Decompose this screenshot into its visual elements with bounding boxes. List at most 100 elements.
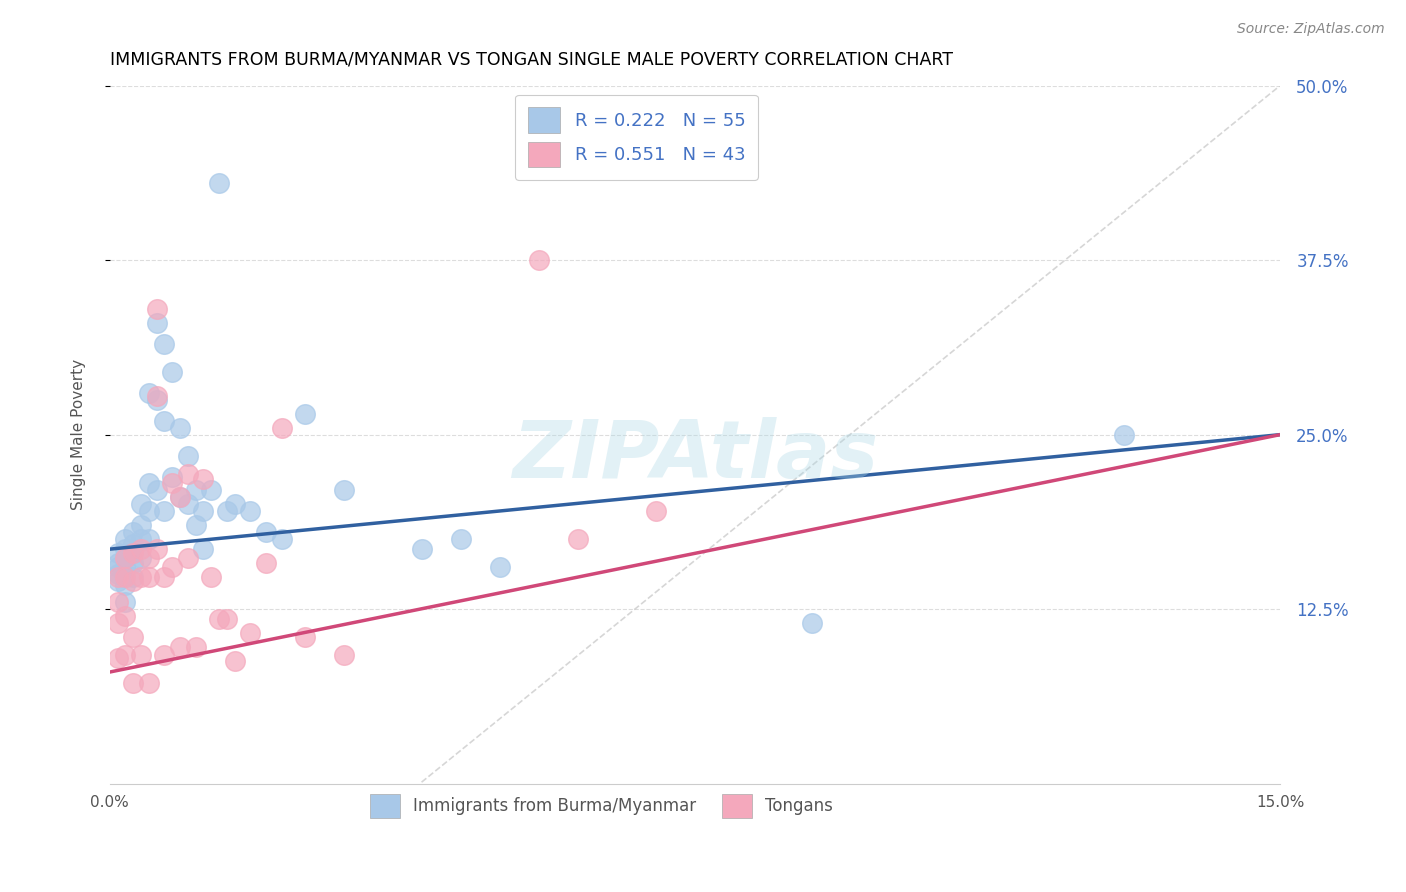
Point [107, 595, 129, 609]
Point [114, 542, 136, 557]
Point [114, 560, 136, 574]
Point [129, 542, 152, 557]
Point [107, 616, 129, 631]
Point [162, 560, 184, 574]
Point [162, 469, 184, 483]
Point [122, 546, 145, 560]
Point [114, 595, 136, 609]
Y-axis label: Single Male Poverty: Single Male Poverty [72, 359, 86, 510]
Point [169, 491, 191, 505]
Point [224, 654, 246, 668]
Point [107, 574, 129, 589]
Point [129, 498, 152, 512]
Point [215, 504, 238, 518]
Point [153, 570, 176, 584]
Point [145, 301, 167, 316]
Point [489, 560, 512, 574]
Point [239, 504, 262, 518]
Point [169, 420, 191, 434]
Point [122, 630, 145, 644]
Point [801, 616, 824, 631]
Point [122, 525, 145, 540]
Text: ZIPAtlas: ZIPAtlas [512, 417, 879, 494]
Point [215, 612, 238, 626]
Point [162, 476, 184, 491]
Point [122, 546, 145, 560]
Point [200, 570, 222, 584]
Point [122, 574, 145, 589]
Point [129, 518, 152, 533]
Point [177, 467, 200, 481]
Point [145, 542, 167, 557]
Point [208, 176, 231, 190]
Point [200, 483, 222, 498]
Point [567, 533, 589, 547]
Point [153, 336, 176, 351]
Point [138, 570, 160, 584]
Point [114, 609, 136, 624]
Legend: Immigrants from Burma/Myanmar, Tongans: Immigrants from Burma/Myanmar, Tongans [363, 788, 839, 824]
Point [122, 556, 145, 570]
Point [193, 472, 215, 486]
Point [107, 570, 129, 584]
Point [138, 533, 160, 547]
Point [254, 556, 277, 570]
Point [333, 483, 356, 498]
Point [129, 648, 152, 663]
Point [411, 542, 433, 557]
Point [129, 570, 152, 584]
Point [169, 491, 191, 505]
Point [254, 525, 277, 540]
Point [208, 612, 231, 626]
Point [270, 533, 292, 547]
Point [138, 476, 160, 491]
Point [153, 504, 176, 518]
Text: IMMIGRANTS FROM BURMA/MYANMAR VS TONGAN SINGLE MALE POVERTY CORRELATION CHART: IMMIGRANTS FROM BURMA/MYANMAR VS TONGAN … [110, 51, 953, 69]
Point [169, 640, 191, 654]
Point [184, 640, 207, 654]
Point [114, 533, 136, 547]
Point [107, 546, 129, 560]
Point [153, 414, 176, 428]
Point [138, 385, 160, 400]
Point [129, 533, 152, 547]
Point [294, 630, 316, 644]
Point [527, 253, 550, 268]
Point [184, 518, 207, 533]
Point [122, 570, 145, 584]
Point [193, 504, 215, 518]
Point [114, 550, 136, 565]
Point [645, 504, 668, 518]
Point [177, 498, 200, 512]
Point [239, 626, 262, 640]
Point [270, 420, 292, 434]
Point [138, 504, 160, 518]
Point [184, 483, 207, 498]
Point [145, 388, 167, 402]
Point [224, 498, 246, 512]
Point [145, 483, 167, 498]
Point [145, 316, 167, 330]
Point [138, 550, 160, 565]
Point [107, 651, 129, 665]
Point [107, 556, 129, 570]
Point [193, 542, 215, 557]
Point [114, 550, 136, 565]
Text: Source: ZipAtlas.com: Source: ZipAtlas.com [1237, 22, 1385, 37]
Point [107, 560, 129, 574]
Point [450, 533, 472, 547]
Point [122, 676, 145, 690]
Point [177, 550, 200, 565]
Point [114, 570, 136, 584]
Point [138, 676, 160, 690]
Point [145, 392, 167, 407]
Point [162, 365, 184, 379]
Point [122, 536, 145, 550]
Point [114, 648, 136, 663]
Point [333, 648, 356, 663]
Point [107, 567, 129, 582]
Point [129, 550, 152, 565]
Point [1114, 427, 1136, 442]
Point [153, 648, 176, 663]
Point [114, 570, 136, 584]
